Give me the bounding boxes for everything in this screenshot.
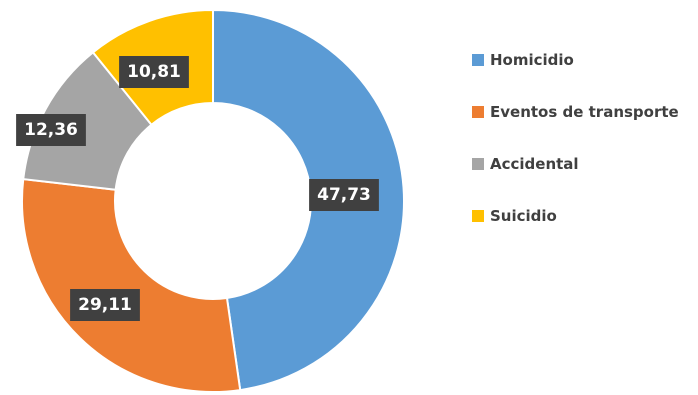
data-label-text: 12,36 [24,120,78,140]
data-label-text: 10,81 [127,62,181,82]
legend-label-homicidio: Homicidio [490,50,574,69]
legend-swatch-suicidio [472,209,484,222]
data-label-box [16,114,86,146]
legend-label-accidental: Accidental [490,154,579,173]
slice-homicidio [212,8,405,392]
data-label-eventos-de-transporte: 29,11 [70,289,140,321]
chart-legend: Homicidio Eventos de transporte Accident… [472,46,679,254]
legend-item-eventos-de-transporte: Eventos de transporte [472,98,679,125]
legend-item-suicidio: Suicidio [472,202,679,229]
data-label-homicidio: 47,73 [309,179,379,211]
data-label-box [309,179,379,211]
data-label-accidental: 12,36 [16,114,86,146]
legend-label-suicidio: Suicidio [490,206,557,225]
data-label-suicidio: 10,81 [119,56,189,88]
data-label-text: 29,11 [78,295,132,315]
legend-item-accidental: Accidental [472,150,679,177]
data-label-text: 47,73 [317,185,371,205]
legend-swatch-eventos-de-transporte [472,105,484,118]
legend-swatch-accidental [472,157,484,170]
slice-eventos-de-transporte [21,177,242,393]
legend-swatch-homicidio [472,53,484,66]
legend-label-eventos-de-transporte: Eventos de transporte [490,102,679,121]
legend-item-homicidio: Homicidio [472,46,679,73]
data-label-box [70,289,140,321]
data-label-box [119,56,189,88]
